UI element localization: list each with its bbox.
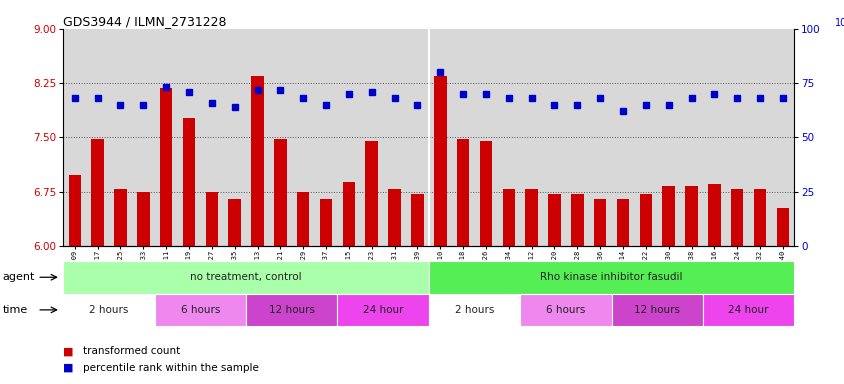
- Bar: [593, 199, 606, 246]
- Bar: [520, 294, 611, 326]
- Bar: [228, 199, 241, 246]
- Bar: [548, 194, 560, 246]
- Bar: [411, 194, 423, 246]
- Text: percentile rank within the sample: percentile rank within the sample: [83, 363, 258, 373]
- Bar: [662, 187, 674, 246]
- Text: 2 hours: 2 hours: [454, 305, 494, 315]
- Bar: [639, 194, 652, 246]
- Bar: [319, 199, 332, 246]
- Text: 6 hours: 6 hours: [181, 305, 219, 315]
- Bar: [342, 182, 354, 246]
- Bar: [388, 189, 400, 246]
- Bar: [730, 189, 743, 246]
- Bar: [525, 189, 538, 246]
- Text: 24 hour: 24 hour: [728, 305, 768, 315]
- Bar: [611, 294, 702, 326]
- Bar: [457, 139, 468, 246]
- Bar: [753, 189, 766, 246]
- Text: GDS3944 / ILMN_2731228: GDS3944 / ILMN_2731228: [63, 15, 226, 28]
- Text: no treatment, control: no treatment, control: [190, 272, 301, 283]
- Bar: [205, 192, 218, 246]
- Bar: [246, 294, 337, 326]
- Bar: [337, 294, 428, 326]
- Bar: [182, 119, 195, 246]
- Bar: [428, 294, 520, 326]
- Bar: [479, 141, 492, 246]
- Bar: [434, 76, 446, 246]
- Text: Rho kinase inhibitor fasudil: Rho kinase inhibitor fasudil: [539, 272, 682, 283]
- Bar: [160, 88, 172, 246]
- Bar: [63, 261, 428, 294]
- Bar: [137, 192, 149, 246]
- Bar: [273, 139, 286, 246]
- Bar: [91, 139, 104, 246]
- Bar: [702, 294, 793, 326]
- Bar: [365, 141, 377, 246]
- Bar: [68, 175, 81, 246]
- Text: agent: agent: [3, 272, 35, 282]
- Text: time: time: [3, 305, 28, 315]
- Bar: [154, 294, 246, 326]
- Bar: [571, 194, 583, 246]
- Text: transformed count: transformed count: [83, 346, 180, 356]
- Text: ■: ■: [63, 346, 73, 356]
- Text: ■: ■: [63, 363, 73, 373]
- Bar: [251, 76, 263, 246]
- Bar: [296, 192, 309, 246]
- Text: 2 hours: 2 hours: [89, 305, 128, 315]
- Text: 24 hour: 24 hour: [362, 305, 403, 315]
- Text: 12 hours: 12 hours: [268, 305, 315, 315]
- Bar: [684, 187, 697, 246]
- Bar: [616, 199, 629, 246]
- Bar: [707, 184, 720, 246]
- Bar: [114, 189, 127, 246]
- Text: 100%: 100%: [834, 18, 844, 28]
- Bar: [428, 261, 793, 294]
- Bar: [63, 294, 154, 326]
- Text: 6 hours: 6 hours: [545, 305, 585, 315]
- Text: 12 hours: 12 hours: [634, 305, 679, 315]
- Bar: [776, 208, 788, 246]
- Bar: [502, 189, 515, 246]
